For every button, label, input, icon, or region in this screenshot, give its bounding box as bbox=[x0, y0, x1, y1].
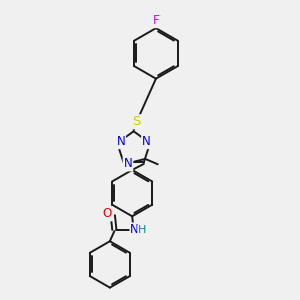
Text: N: N bbox=[116, 135, 125, 148]
Text: N: N bbox=[124, 158, 132, 170]
Text: H: H bbox=[138, 225, 146, 235]
Text: F: F bbox=[153, 14, 159, 27]
Text: N: N bbox=[130, 223, 139, 236]
Text: S: S bbox=[132, 115, 141, 128]
Text: O: O bbox=[103, 207, 112, 220]
Text: N: N bbox=[142, 135, 151, 148]
